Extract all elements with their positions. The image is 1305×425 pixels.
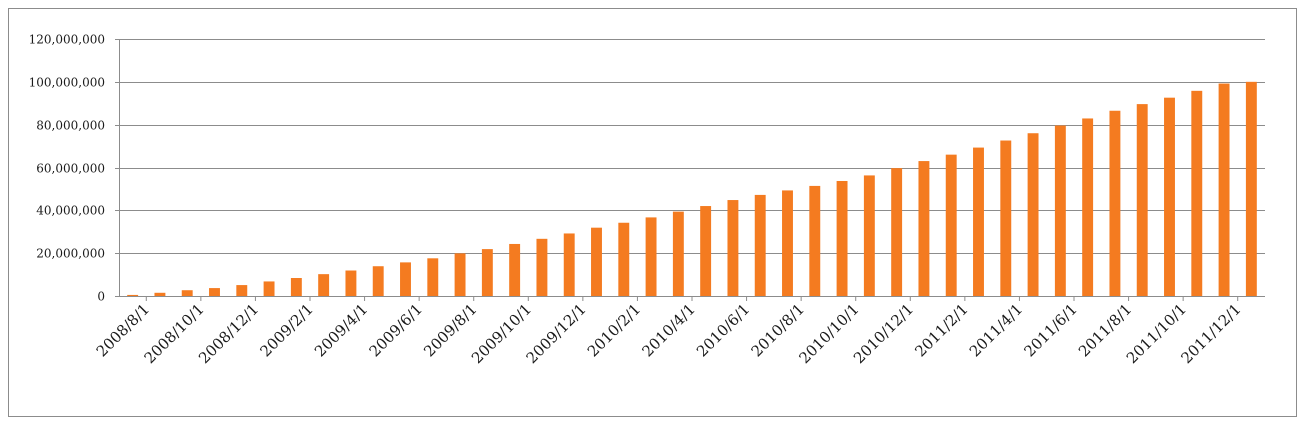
y-tick-label: 0 bbox=[97, 290, 105, 304]
bar bbox=[973, 147, 984, 296]
bar bbox=[672, 211, 684, 296]
y-tick-label: 20,000,000 bbox=[36, 247, 105, 261]
x-tick-label: 2009/2/1 bbox=[256, 300, 316, 360]
x-tick-label: 2010/4/1 bbox=[638, 300, 698, 360]
bar bbox=[1109, 110, 1121, 296]
bar-chart: 0 20,000,000 40,000,000 60,000,000 80,000,00… bbox=[29, 33, 1265, 367]
bar bbox=[154, 292, 166, 296]
x-tick-label: 2010/6/1 bbox=[693, 300, 753, 360]
bar bbox=[945, 154, 957, 296]
bar bbox=[127, 294, 139, 296]
bar bbox=[1136, 104, 1148, 296]
chart-frame: 0 20,000,000 40,000,000 60,000,000 80,000,00… bbox=[8, 8, 1297, 417]
bar bbox=[1164, 97, 1175, 297]
x-tick-label: 2010/2/1 bbox=[584, 300, 644, 360]
bar bbox=[509, 243, 521, 296]
bar bbox=[727, 200, 739, 296]
x-tick-label: 2009/12/1 bbox=[523, 300, 590, 367]
bar bbox=[563, 233, 575, 296]
y-tick-label: 60,000,000 bbox=[36, 162, 105, 176]
bar bbox=[1082, 118, 1094, 297]
bar bbox=[645, 217, 657, 296]
bars bbox=[127, 81, 1257, 297]
x-tick-label: 2011/12/1 bbox=[1177, 300, 1244, 367]
y-tick-label: 40,000,000 bbox=[36, 204, 105, 218]
bar bbox=[836, 180, 848, 296]
bar bbox=[290, 278, 302, 296]
bar bbox=[454, 253, 466, 296]
bar bbox=[591, 227, 602, 296]
bar bbox=[918, 161, 930, 296]
y-tick-label: 100,000,000 bbox=[29, 76, 105, 90]
bar bbox=[1000, 140, 1012, 296]
bar bbox=[618, 222, 630, 296]
bar bbox=[481, 249, 493, 296]
bar bbox=[318, 274, 330, 296]
x-tick-label: 2011/2/1 bbox=[911, 300, 971, 360]
x-tick-label: 2011/6/1 bbox=[1020, 300, 1080, 360]
bar bbox=[1027, 133, 1039, 296]
bar bbox=[809, 185, 821, 296]
x-tick-label: 2010/12/1 bbox=[850, 300, 917, 367]
bar bbox=[372, 266, 384, 296]
bar bbox=[209, 288, 220, 296]
bar bbox=[891, 168, 903, 296]
x-tick-label: 2011/4/1 bbox=[966, 300, 1026, 360]
bar bbox=[1191, 90, 1203, 296]
bar bbox=[1054, 125, 1066, 297]
bar bbox=[782, 190, 793, 296]
bar bbox=[263, 281, 275, 296]
bar bbox=[236, 285, 248, 296]
x-tick-label: 2008/12/1 bbox=[195, 300, 262, 367]
bar bbox=[754, 194, 766, 296]
bar bbox=[400, 262, 411, 296]
bar bbox=[427, 258, 439, 296]
bar bbox=[863, 175, 875, 296]
y-tick-label: 120,000,000 bbox=[29, 33, 105, 47]
gridlines bbox=[119, 39, 1265, 254]
x-tick-label: 2009/4/1 bbox=[311, 300, 371, 360]
y-tick-label: 80,000,000 bbox=[36, 119, 105, 133]
bar bbox=[1245, 81, 1257, 296]
bar bbox=[181, 290, 193, 296]
bar bbox=[345, 270, 357, 296]
y-tick-labels: 0 20,000,000 40,000,000 60,000,000 80,000,00… bbox=[29, 33, 105, 304]
bar bbox=[700, 206, 712, 296]
bar bbox=[536, 238, 548, 296]
bar bbox=[1218, 83, 1230, 296]
x-tick-labels: 2008/8/12008/10/12008/12/12009/2/12009/4… bbox=[93, 300, 1245, 367]
x-tick-label: 2009/6/1 bbox=[366, 300, 426, 360]
axes bbox=[115, 39, 1265, 301]
